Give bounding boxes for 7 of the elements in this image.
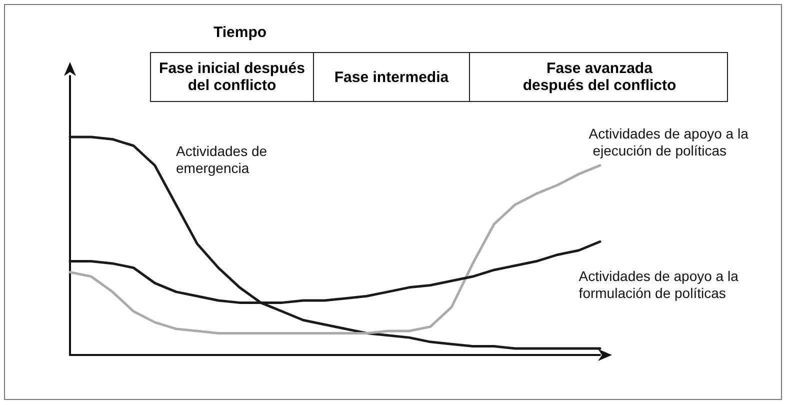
series-label: Actividades de apoyo a la formulación de políticas [578,268,742,301]
series-label: Actividades de emergencia [176,143,271,176]
text: Fase inicial después del conflicto [158,59,306,96]
chart-title: Tiempo [212,24,268,41]
text: Fase avanzada después del conflicto [469,53,729,101]
text: Fase intermedia [313,53,469,101]
series-label: Actividades de apoyo a la ejecución de políticas [588,126,749,159]
